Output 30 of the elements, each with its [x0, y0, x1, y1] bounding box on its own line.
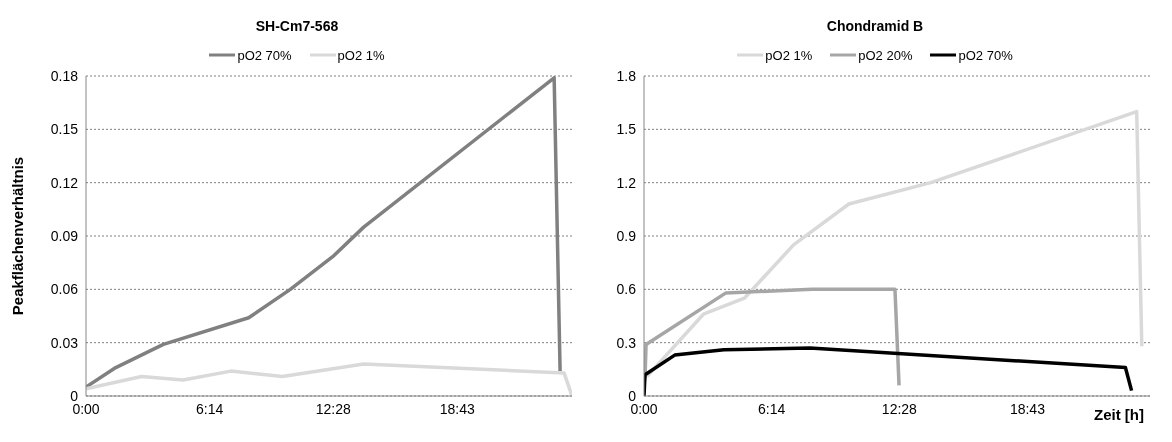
chart-title: Chondramid B	[825, 17, 925, 36]
legend-label: pO2 70%	[958, 47, 1013, 63]
y-tick-label: 1.5	[616, 121, 637, 138]
y-tick-label: 0.6	[616, 281, 637, 298]
y-tick-label: 0.06	[50, 281, 79, 298]
chart-title: SH-Cm7-568	[254, 17, 340, 36]
y-tick-label: 0.12	[50, 174, 79, 191]
y-tick-label: 0.03	[50, 334, 79, 351]
legend-label: pO2 1%	[765, 47, 813, 63]
y-tick-label: 1.2	[616, 174, 637, 191]
x-tick-label: 12:28	[881, 400, 918, 417]
line-series	[644, 346, 1134, 396]
x-tick-label: 6:14	[196, 400, 224, 417]
y-tick-label: 0.9	[616, 227, 637, 244]
x-tick-label: 6:14	[758, 400, 786, 417]
line-series	[644, 287, 901, 388]
legend-label: pO2 20%	[858, 47, 913, 63]
y-tick-label: 0.3	[616, 334, 637, 351]
legend-label: pO2 1%	[337, 47, 385, 63]
y-tick-label: 0.15	[50, 121, 79, 138]
legend-label: pO2 70%	[237, 47, 292, 63]
y-axis-title: Peakflächenverhältnis	[9, 156, 27, 316]
x-tick-label: 18:43	[1009, 400, 1046, 417]
x-axis-title: Zeit [h]	[1094, 406, 1144, 423]
x-tick-label: 12:28	[315, 400, 352, 417]
line-series	[645, 109, 1144, 379]
y-tick-label: 0.18	[50, 67, 79, 84]
y-tick-label: 1.8	[616, 67, 637, 84]
x-tick-label: 18:43	[439, 400, 475, 417]
y-tick-label: 0.09	[50, 227, 79, 244]
